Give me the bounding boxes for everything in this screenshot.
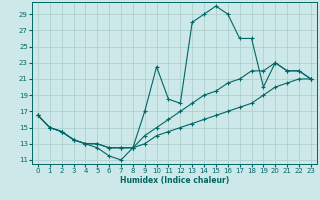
X-axis label: Humidex (Indice chaleur): Humidex (Indice chaleur) [120, 176, 229, 185]
